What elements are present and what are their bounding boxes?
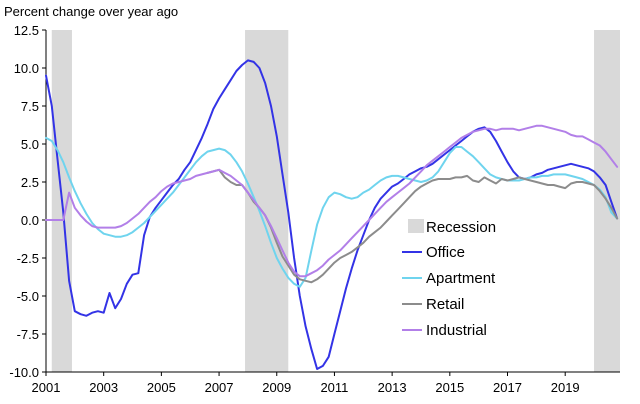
axes bbox=[45, 30, 620, 373]
y-tick-label: 10.0 bbox=[14, 61, 39, 76]
legend-label-recession: Recession bbox=[426, 219, 496, 236]
legend-label-retail: Retail bbox=[426, 296, 464, 313]
legend: Recession Office Apartment Retail Industria… bbox=[402, 219, 496, 339]
x-tick-label: 2015 bbox=[435, 380, 464, 395]
y-ticks: 12.5 10.0 7.5 5.0 2.5 0.0 -2.5 -5.0 -7.5 -10.0 bbox=[9, 23, 46, 380]
y-tick-label: -2.5 bbox=[17, 251, 39, 266]
x-tick-label: 2017 bbox=[493, 380, 522, 395]
legend-label-apartment: Apartment bbox=[426, 270, 496, 287]
recession-band-2 bbox=[245, 30, 289, 372]
series-line-retail bbox=[206, 168, 619, 284]
series-lines bbox=[45, 59, 619, 370]
x-tick-label: 2005 bbox=[147, 380, 176, 395]
y-tick-label: 12.5 bbox=[14, 23, 39, 38]
y-tick-label: 5.0 bbox=[21, 137, 39, 152]
y-tick-label: -7.5 bbox=[17, 327, 39, 342]
x-tick-label: 2007 bbox=[205, 380, 234, 395]
series-line-apartment bbox=[45, 136, 619, 288]
legend-label-industrial: Industrial bbox=[426, 322, 487, 339]
legend-label-office: Office bbox=[426, 244, 465, 261]
y-tick-label: 0.0 bbox=[21, 213, 39, 228]
x-tick-label: 2013 bbox=[378, 380, 407, 395]
x-tick-label: 2003 bbox=[89, 380, 118, 395]
y-tick-label: 2.5 bbox=[21, 175, 39, 190]
y-tick-label: -10.0 bbox=[9, 365, 39, 380]
legend-series: Office Apartment Retail Industrial bbox=[402, 244, 496, 339]
series-line-office bbox=[45, 59, 619, 370]
legend-swatch-recession bbox=[408, 219, 424, 233]
x-tick-label: 2009 bbox=[262, 380, 291, 395]
x-ticks: 2001 2003 2005 2007 2009 2011 2013 2015 2017 2019 bbox=[32, 372, 580, 395]
x-tick-label: 2011 bbox=[320, 380, 348, 395]
recession-bands bbox=[51, 30, 620, 372]
y-tick-label: 7.5 bbox=[21, 99, 39, 114]
x-tick-label: 2019 bbox=[551, 380, 580, 395]
series-line-industrial bbox=[45, 124, 619, 278]
y-axis-title: Percent change over year ago bbox=[4, 4, 178, 19]
y-tick-label: -5.0 bbox=[17, 289, 39, 304]
x-tick-label: 2001 bbox=[32, 380, 61, 395]
